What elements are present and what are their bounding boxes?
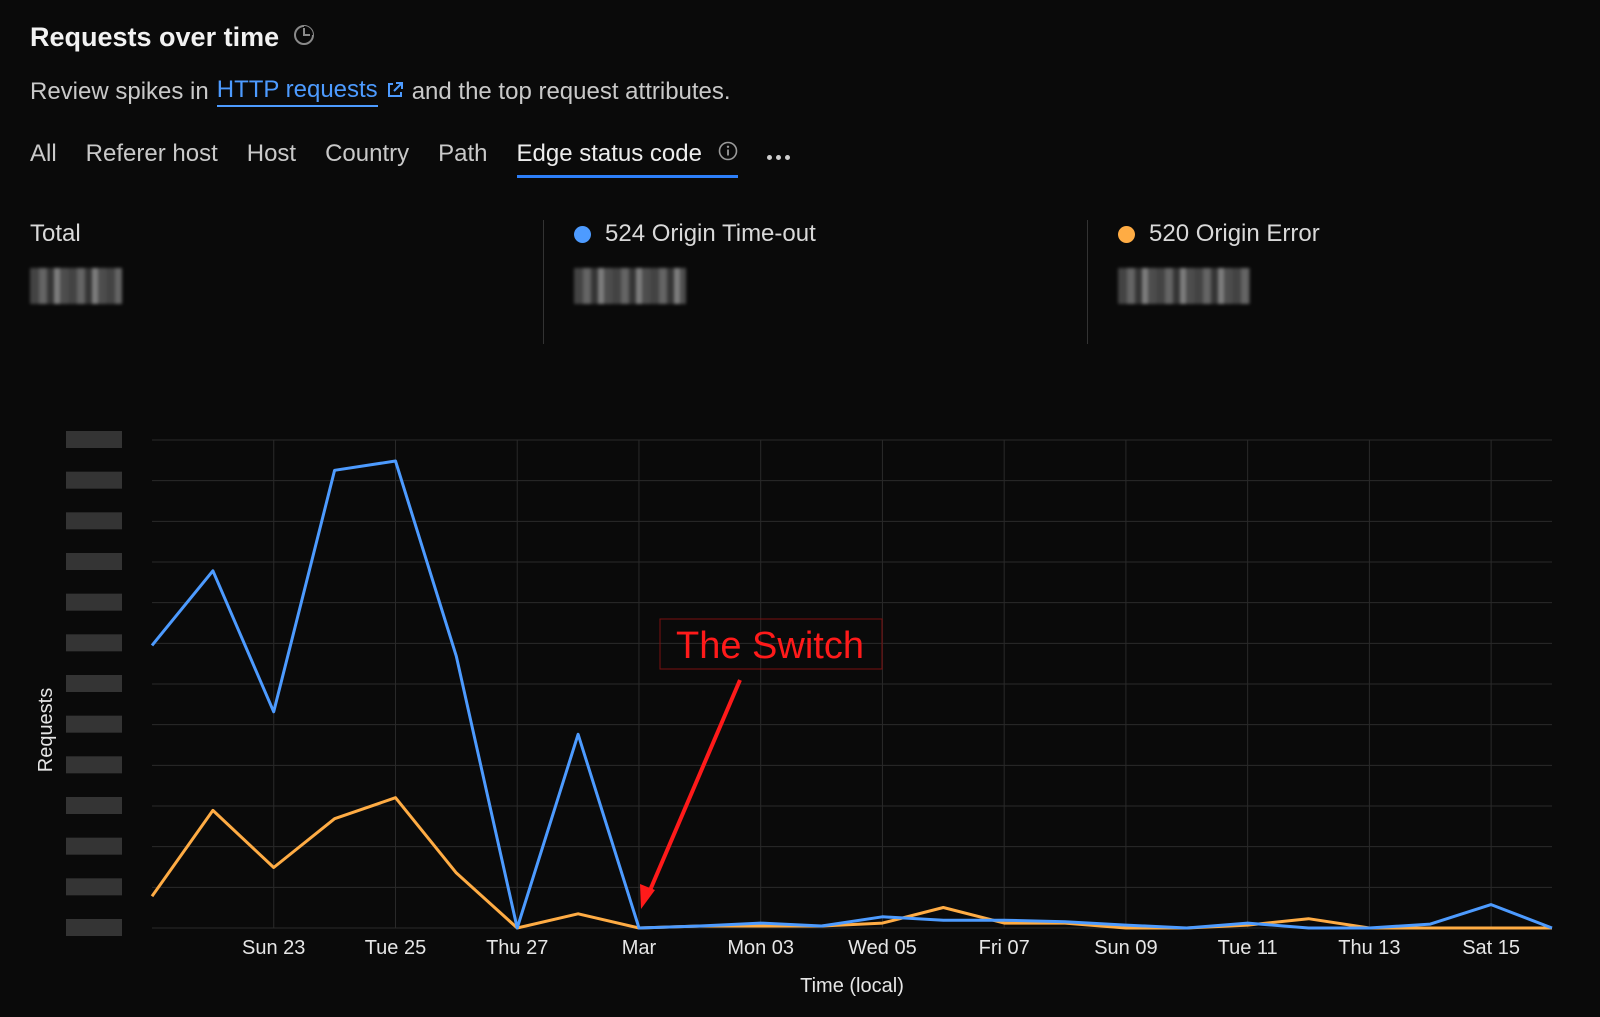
tab-host[interactable]: Host: [247, 140, 296, 178]
y-tick-label-redacted: [66, 471, 122, 489]
total-value-redacted: [30, 268, 122, 304]
x-tick-label: Thu 13: [1338, 937, 1400, 959]
external-link-icon[interactable]: [386, 78, 404, 106]
stat-series-1[interactable]: 524 Origin Time-out: [574, 220, 816, 344]
requests-chart[interactable]: Requests Sun 23 Tue 25 Thu 27 Mar Mon 03 Wed …: [0, 410, 1600, 1010]
x-tick-label: Sun 09: [1094, 937, 1157, 959]
annotation-arrow: [646, 679, 742, 896]
chart-svg[interactable]: Requests Sun 23 Tue 25 Thu 27 Mar Mon 03 Wed …: [0, 410, 1600, 1010]
x-tick-label: Mon 03: [727, 937, 794, 959]
stat-total-label: Total: [30, 220, 81, 247]
more-tabs-button[interactable]: [766, 140, 790, 184]
tab-edge-status-code[interactable]: Edge status code: [516, 140, 738, 178]
series-1-value-redacted: [574, 268, 686, 304]
y-tick-label-redacted: [66, 675, 122, 692]
y-tick-label-redacted: [66, 756, 122, 774]
subtitle-text-before: Review spikes in: [30, 77, 209, 105]
clock-icon[interactable]: [293, 24, 315, 51]
info-icon[interactable]: [718, 140, 738, 168]
x-tick-label: Wed 05: [848, 937, 917, 959]
stat-total: Total: [30, 220, 122, 344]
tab-path[interactable]: Path: [438, 140, 487, 178]
chart-grid: [152, 439, 1552, 929]
tab-label: Host: [246, 140, 297, 167]
x-tick-label: Sun 23: [242, 937, 305, 959]
http-requests-link[interactable]: HTTP requests: [216, 76, 378, 107]
tab-country[interactable]: Country: [325, 140, 409, 178]
annotation-text: The Switch: [676, 625, 864, 667]
y-tick-label-redacted: [66, 837, 122, 855]
y-tick-label-redacted: [66, 593, 122, 611]
x-axis-label: Time (local): [800, 975, 904, 997]
stat-divider: [543, 220, 544, 344]
more-icon: [766, 140, 790, 174]
title-row: Requests over time: [30, 22, 315, 53]
annotation: The Switch: [640, 618, 883, 909]
y-tick-label-redacted: [66, 634, 122, 652]
x-tick-label: Mar: [622, 937, 657, 959]
chart-series: [150, 459, 1553, 930]
annotation-box: [659, 618, 883, 670]
stats-row: Total 524 Origin Time-out 520 Origin Err…: [0, 220, 1600, 344]
stat-divider: [1087, 220, 1088, 344]
tab-label: Referer host: [85, 140, 218, 167]
x-tick-label: Tue 25: [365, 937, 427, 959]
y-tick-label-redacted: [66, 512, 122, 530]
y-tick-label-redacted: [66, 797, 122, 814]
tab-bar: All Referer host Host Country Path Edge …: [30, 140, 790, 184]
tab-all[interactable]: All: [30, 140, 57, 178]
tab-label: Edge status code: [516, 140, 702, 167]
y-tick-label-redacted: [66, 431, 122, 448]
annotation-arrowhead: [640, 884, 655, 909]
y-tick-labels-redacted: [66, 431, 122, 936]
y-tick-label-redacted: [66, 715, 122, 733]
tab-label: Path: [438, 140, 488, 167]
x-tick-label: Tue 11: [1218, 937, 1278, 959]
y-axis-label: Requests: [35, 688, 57, 773]
tab-label: All: [30, 140, 57, 167]
page-title: Requests over time: [30, 22, 280, 52]
y-tick-label-redacted: [66, 878, 122, 896]
x-tick-label: Sat 15: [1462, 937, 1520, 959]
series-520-line[interactable]: [150, 796, 1552, 930]
series-524-line[interactable]: [150, 459, 1553, 930]
x-tick-labels: Sun 23 Tue 25 Thu 27 Mar Mon 03 Wed 05 Fri 07 S…: [242, 937, 1520, 959]
stat-series-2-label: 520 Origin Error: [1149, 220, 1320, 247]
series-2-value-redacted: [1118, 268, 1250, 304]
stat-series-1-label: 524 Origin Time-out: [605, 220, 816, 247]
tab-label: Country: [325, 140, 410, 167]
stat-series-2[interactable]: 520 Origin Error: [1118, 220, 1320, 344]
subtitle-text-after: and the top request attributes.: [411, 77, 731, 105]
y-tick-label-redacted: [66, 919, 122, 936]
series-2-legend-dot: [1118, 225, 1135, 243]
series-1-legend-dot: [574, 225, 591, 243]
subtitle: Review spikes in HTTP requests and the t…: [30, 76, 731, 107]
tab-referer-host[interactable]: Referer host: [86, 140, 218, 178]
x-tick-label: Fri 07: [979, 937, 1030, 959]
x-tick-label: Thu 27: [486, 937, 548, 959]
y-tick-label-redacted: [66, 553, 122, 570]
